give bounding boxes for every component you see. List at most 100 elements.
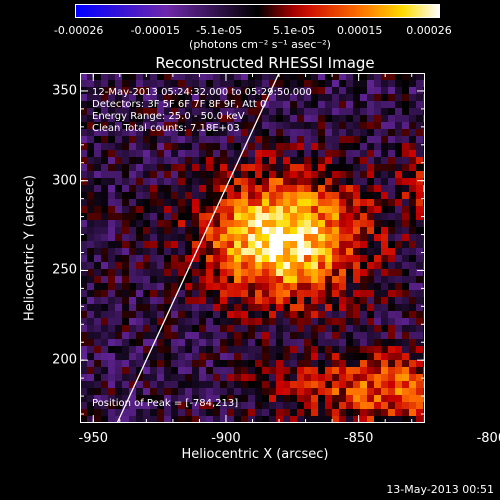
heatmap-cell [143, 108, 150, 115]
heatmap-cell [304, 199, 311, 206]
heatmap-cell [199, 409, 206, 416]
heatmap-cell [269, 178, 276, 185]
heatmap-cell [262, 346, 269, 353]
heatmap-cell [353, 409, 360, 416]
heatmap-cell [360, 206, 367, 213]
heatmap-cell [122, 164, 129, 171]
heatmap-cell [248, 206, 255, 213]
heatmap-cell [115, 164, 122, 171]
heatmap-cell [178, 276, 185, 283]
heatmap-cell [381, 318, 388, 325]
heatmap-cell [290, 311, 297, 318]
heatmap-cell [269, 360, 276, 367]
heatmap-cell [332, 143, 339, 150]
heatmap-cell [283, 374, 290, 381]
heatmap-cell [311, 206, 318, 213]
heatmap-cell [192, 241, 199, 248]
heatmap-cell [276, 367, 283, 374]
heatmap-cell [199, 129, 206, 136]
heatmap-cell [416, 374, 423, 381]
heatmap-cell [199, 80, 206, 87]
heatmap-cell [346, 297, 353, 304]
heatmap-cell [115, 136, 122, 143]
heatmap-cell [206, 122, 213, 129]
heatmap-cell [136, 220, 143, 227]
heatmap-cell [178, 122, 185, 129]
heatmap-cell [185, 248, 192, 255]
heatmap-cell [374, 367, 381, 374]
heatmap-cell [157, 73, 164, 80]
heatmap-cell [157, 164, 164, 171]
heatmap-cell [227, 353, 234, 360]
heatmap-cell [381, 192, 388, 199]
heatmap-cell [276, 87, 283, 94]
heatmap-cell [101, 213, 108, 220]
heatmap-cell [346, 234, 353, 241]
heatmap-cell [234, 297, 241, 304]
heatmap-cell [199, 192, 206, 199]
heatmap-cell [241, 101, 248, 108]
heatmap-cell [353, 332, 360, 339]
heatmap-cell [325, 115, 332, 122]
heatmap-cell [87, 311, 94, 318]
heatmap-cell [255, 360, 262, 367]
heatmap-cell [87, 262, 94, 269]
heatmap-cell [332, 269, 339, 276]
heatmap-cell [122, 94, 129, 101]
heatmap-cell [164, 395, 171, 402]
heatmap-cell [360, 115, 367, 122]
heatmap-cell [241, 388, 248, 395]
heatmap-cell [115, 129, 122, 136]
heatmap-cell [360, 87, 367, 94]
heatmap-cell [80, 381, 87, 388]
heatmap-cell [80, 136, 87, 143]
heatmap-cell [388, 402, 395, 409]
heatmap-cell [192, 360, 199, 367]
heatmap-cell [318, 339, 325, 346]
heatmap-cell [185, 276, 192, 283]
heatmap-cell [255, 416, 262, 423]
heatmap-cell [227, 108, 234, 115]
heatmap-cell [290, 360, 297, 367]
heatmap-cell [220, 178, 227, 185]
heatmap-cell [325, 220, 332, 227]
heatmap-cell [325, 346, 332, 353]
heatmap-cell [269, 353, 276, 360]
heatmap-cell [339, 73, 346, 80]
heatmap-cell [94, 290, 101, 297]
heatmap-cell [311, 311, 318, 318]
heatmap-cell [416, 157, 423, 164]
heatmap-cell [115, 304, 122, 311]
heatmap-cell [234, 339, 241, 346]
heatmap-cell [346, 255, 353, 262]
heatmap-cell [269, 297, 276, 304]
heatmap-cell [164, 87, 171, 94]
heatmap-cell [115, 353, 122, 360]
heatmap-cell [353, 192, 360, 199]
heatmap-cell [122, 283, 129, 290]
heatmap-cell [290, 241, 297, 248]
heatmap-cell [94, 199, 101, 206]
heatmap-cell [80, 388, 87, 395]
heatmap-cell [129, 402, 136, 409]
heatmap-cell [367, 178, 374, 185]
heatmap-cell [402, 150, 409, 157]
heatmap-cell [290, 234, 297, 241]
heatmap-cell [108, 283, 115, 290]
heatmap-cell [374, 325, 381, 332]
heatmap-cell [262, 388, 269, 395]
heatmap-cell [220, 283, 227, 290]
heatmap-cell [332, 255, 339, 262]
heatmap-cell [360, 178, 367, 185]
heatmap-cell [192, 94, 199, 101]
heatmap-cell [171, 94, 178, 101]
heatmap-cell [248, 80, 255, 87]
heatmap-cell [304, 388, 311, 395]
heatmap-cell [381, 276, 388, 283]
heatmap-cell [206, 101, 213, 108]
heatmap-cell [150, 325, 157, 332]
heatmap-cell [94, 108, 101, 115]
heatmap-cell [360, 94, 367, 101]
heatmap-cell [332, 150, 339, 157]
solar-limb-line [116, 73, 280, 423]
